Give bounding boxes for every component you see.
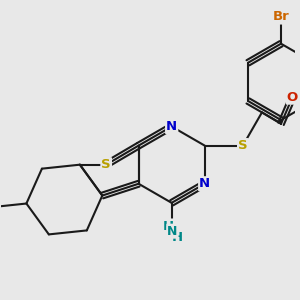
Text: S: S	[238, 139, 248, 152]
Text: Br: Br	[273, 11, 290, 23]
Text: H: H	[162, 220, 173, 232]
Text: N: N	[167, 225, 178, 238]
Text: S: S	[101, 158, 111, 171]
Text: N: N	[166, 120, 177, 133]
Text: O: O	[287, 91, 298, 103]
Text: N: N	[199, 177, 210, 190]
Text: H: H	[172, 230, 183, 244]
